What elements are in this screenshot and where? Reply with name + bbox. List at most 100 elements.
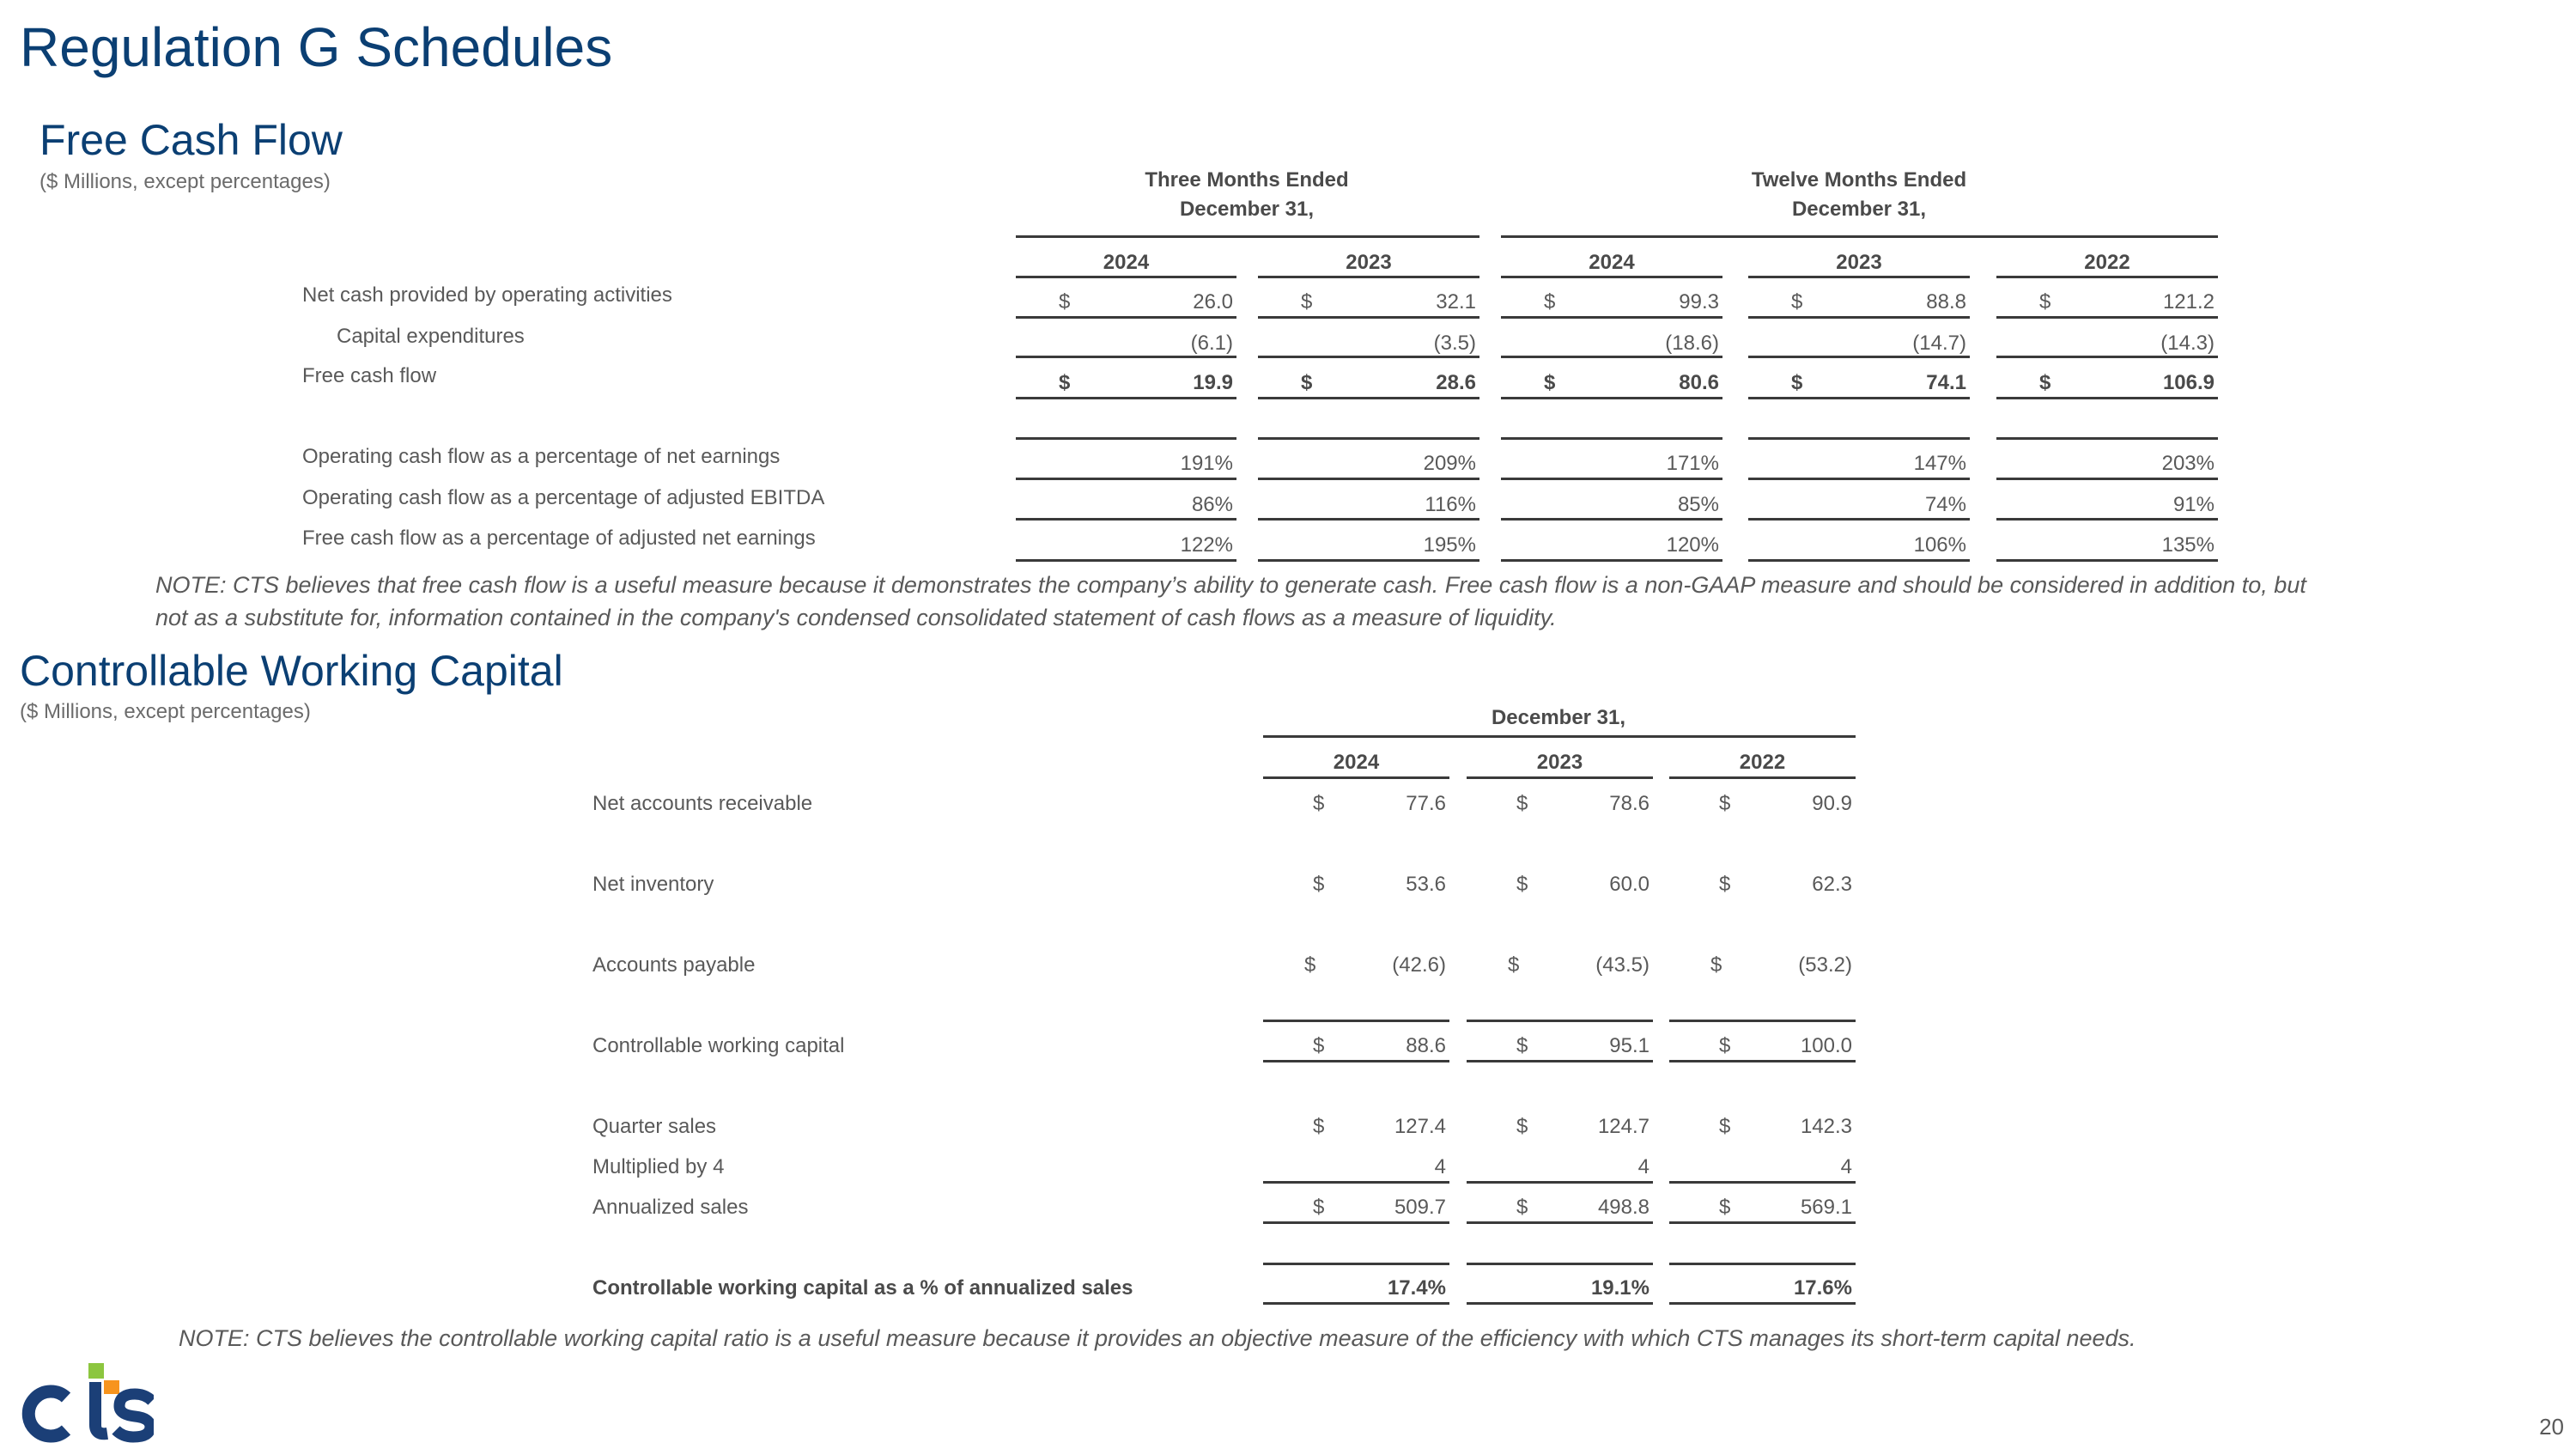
cell-value: 509.7 — [1394, 1196, 1446, 1219]
row-label: Operating cash flow as a percentage of n… — [302, 445, 781, 468]
table-cell: $95.1 — [1467, 1034, 1653, 1063]
cell-value: (53.2) — [1798, 953, 1852, 977]
group-header-rule — [1263, 735, 1856, 738]
cell-value: 498.8 — [1597, 1196, 1649, 1219]
year-header: 2024 — [1589, 251, 1635, 274]
cts-logo — [16, 1361, 156, 1443]
table-cell: (6.1) — [1016, 332, 1236, 361]
table-cell: 4 — [1467, 1155, 1653, 1184]
cell-value: 4 — [1434, 1155, 1446, 1178]
cell-value: 88.8 — [1926, 290, 1966, 314]
cell-value: 124.7 — [1597, 1115, 1649, 1138]
cwc-subtitle: ($ Millions, except percentages) — [20, 700, 311, 723]
rule — [1016, 518, 1236, 521]
dollar-sign: $ — [1313, 873, 1325, 896]
rule — [1258, 518, 1479, 521]
group-header: December 31, — [1491, 706, 1626, 729]
rule — [1501, 478, 1722, 480]
table-cell: 120% — [1501, 533, 1722, 563]
group-header-rule — [1016, 235, 1479, 238]
cell-value: (6.1) — [1190, 332, 1233, 355]
dollar-sign: $ — [1313, 792, 1325, 815]
row-label: Net accounts receivable — [592, 792, 813, 815]
row-label: Net inventory — [592, 873, 714, 896]
table-cell: $19.9 — [1016, 371, 1236, 400]
table-cell: 122% — [1016, 533, 1236, 563]
cell-value: 106.9 — [2162, 371, 2215, 394]
cell-value: 74% — [1924, 493, 1966, 516]
table-cell: 4 — [1669, 1155, 1856, 1184]
rule — [1467, 776, 1653, 779]
cell-value: (3.5) — [1433, 332, 1476, 355]
rule — [1748, 276, 1970, 278]
table-cell: (18.6) — [1501, 332, 1722, 361]
cell-value: 62.3 — [1812, 873, 1852, 896]
table-cell: $99.3 — [1501, 290, 1722, 320]
cell-value: 26.0 — [1193, 290, 1233, 314]
table-cell: $142.3 — [1669, 1115, 1856, 1144]
table-cell: 147% — [1748, 452, 1970, 481]
table-cell: 17.6% — [1669, 1276, 1856, 1306]
dollar-sign: $ — [1313, 1034, 1325, 1057]
cell-value: 17.4% — [1387, 1276, 1446, 1300]
cell-value: (18.6) — [1665, 332, 1719, 355]
rule — [1669, 1263, 1856, 1265]
group-header-line2: December 31, — [1791, 198, 1927, 221]
rule — [1748, 559, 1970, 562]
cell-value: 127.4 — [1394, 1115, 1446, 1138]
cell-value: 85% — [1677, 493, 1719, 516]
year-header: 2023 — [1536, 751, 1583, 774]
dollar-sign: $ — [1516, 873, 1528, 896]
table-cell: 19.1% — [1467, 1276, 1653, 1306]
dollar-sign: $ — [1544, 371, 1556, 394]
dollar-sign: $ — [1508, 953, 1520, 977]
row-label: Controllable working capital — [592, 1034, 845, 1057]
row-label: Controllable working capital as a % of a… — [592, 1276, 1133, 1300]
rule — [1258, 316, 1479, 319]
dollar-sign: $ — [1313, 1196, 1325, 1219]
table-cell: $127.4 — [1263, 1115, 1449, 1144]
table-cell: $509.7 — [1263, 1196, 1449, 1225]
rule — [1258, 478, 1479, 480]
year-header: 2023 — [1346, 251, 1392, 274]
table-cell: $88.6 — [1263, 1034, 1449, 1063]
row-label: Quarter sales — [592, 1115, 717, 1138]
rule — [1996, 437, 2218, 440]
year-header: 2024 — [1103, 251, 1150, 274]
cell-value: 135% — [2161, 533, 2215, 557]
rule — [1263, 776, 1449, 779]
rule — [1501, 397, 1722, 399]
cell-value: 95.1 — [1609, 1034, 1649, 1057]
cell-value: 32.1 — [1436, 290, 1476, 314]
dollar-sign: $ — [1516, 1196, 1528, 1219]
cell-value: 195% — [1423, 533, 1476, 557]
year-header: 2022 — [2084, 251, 2130, 274]
year-header: 2023 — [1836, 251, 1882, 274]
cell-value: 4 — [1840, 1155, 1852, 1178]
dollar-sign: $ — [1059, 371, 1071, 394]
dollar-sign: $ — [1516, 1034, 1528, 1057]
rule — [1996, 559, 2218, 562]
cell-value: 86% — [1191, 493, 1233, 516]
rule — [1996, 316, 2218, 319]
page-number: 20 — [2539, 1414, 2564, 1440]
table-cell: $53.6 — [1263, 873, 1449, 902]
rule — [1263, 1181, 1449, 1184]
cell-value: 28.6 — [1436, 371, 1476, 394]
rule — [1016, 356, 1236, 358]
rule — [1996, 356, 2218, 358]
table-cell: $569.1 — [1669, 1196, 1856, 1225]
dollar-sign: $ — [1719, 1115, 1731, 1138]
row-label: Free cash flow as a percentage of adjust… — [302, 527, 816, 550]
table-cell: 86% — [1016, 493, 1236, 522]
group-header-rule — [1501, 235, 2218, 238]
rule — [1263, 1302, 1449, 1305]
table-cell: $77.6 — [1263, 792, 1449, 821]
rule — [1467, 1020, 1653, 1022]
rule — [1016, 559, 1236, 562]
rule — [1748, 518, 1970, 521]
rule — [1258, 437, 1479, 440]
cell-value: 209% — [1423, 452, 1476, 475]
row-label: Capital expenditures — [337, 325, 525, 348]
